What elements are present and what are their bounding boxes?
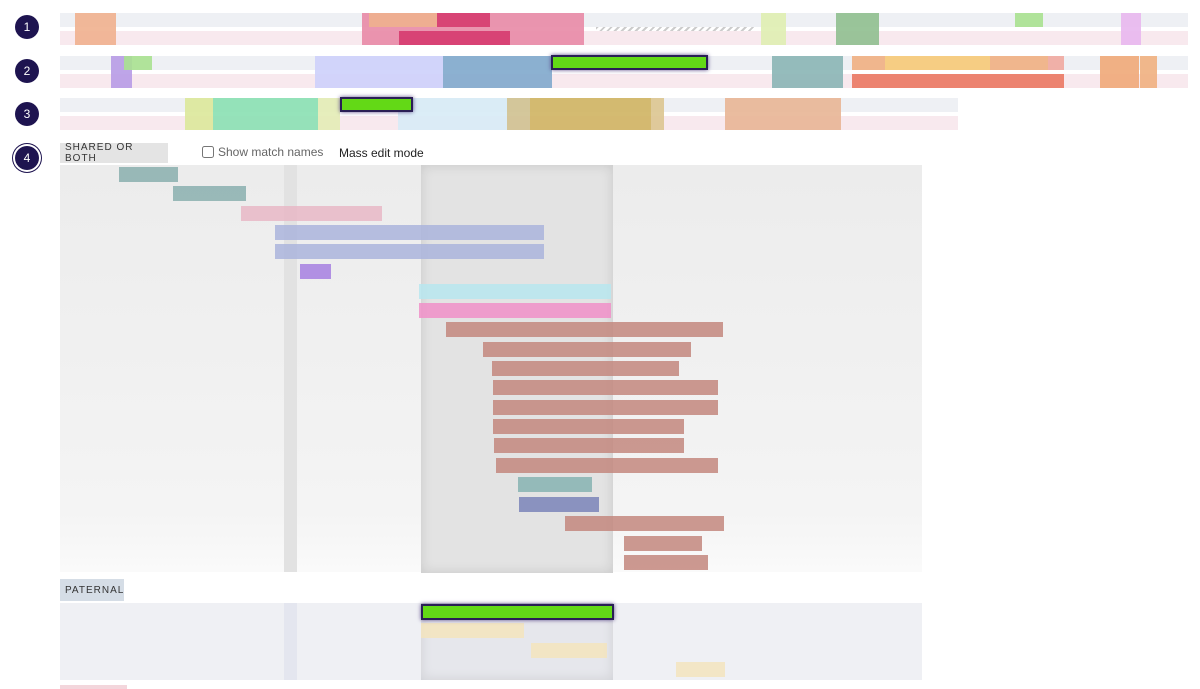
- chromosome-number-badge[interactable]: 3: [15, 102, 39, 126]
- chromosome-segment[interactable]: [530, 98, 651, 130]
- chromosome-segment[interactable]: [772, 56, 843, 88]
- match-segment[interactable]: [531, 643, 607, 658]
- centromere-band: [284, 165, 297, 572]
- match-segment[interactable]: [173, 186, 246, 201]
- hatched-region: [596, 27, 755, 31]
- maternal-label: [60, 685, 127, 689]
- chromosome-segment[interactable]: [213, 98, 318, 130]
- chromosome-segment[interactable]: [761, 13, 786, 45]
- match-segment[interactable]: [421, 623, 524, 638]
- paternal-centromere: [284, 603, 297, 680]
- match-segment[interactable]: [624, 536, 702, 551]
- selected-segment-marker[interactable]: [551, 55, 708, 70]
- match-segment[interactable]: [483, 342, 691, 357]
- match-segment[interactable]: [419, 303, 611, 318]
- match-segment[interactable]: [300, 264, 331, 279]
- paternal-strip: [60, 13, 1188, 27]
- chromosome-number-badge[interactable]: 4: [15, 146, 39, 170]
- selected-segment-marker[interactable]: [340, 97, 413, 112]
- chromosome-segment[interactable]: [1100, 56, 1139, 88]
- chromosome-segment[interactable]: [124, 56, 152, 70]
- chromosome-segment[interactable]: [1121, 13, 1141, 45]
- match-segment[interactable]: [119, 167, 178, 182]
- chromosome-segment[interactable]: [315, 56, 443, 88]
- match-segment[interactable]: [493, 419, 684, 434]
- chromosome-segment[interactable]: [1048, 56, 1064, 70]
- match-segment[interactable]: [565, 516, 724, 531]
- show-match-names-checkbox[interactable]: [202, 146, 214, 158]
- shared-or-both-label: SHARED OR BOTH: [60, 142, 168, 164]
- chromosome-segment[interactable]: [885, 56, 990, 70]
- chromosome-segment[interactable]: [75, 13, 116, 45]
- paternal-label: PATERNAL: [60, 579, 124, 601]
- show-match-names-label: Show match names: [218, 145, 324, 159]
- chromosome-segment[interactable]: [443, 56, 552, 88]
- chromosome-number-badge[interactable]: 1: [15, 15, 39, 39]
- chromosome-segment[interactable]: [398, 98, 507, 130]
- chromosome-segment[interactable]: [399, 31, 510, 45]
- chromosome-segment[interactable]: [437, 13, 490, 27]
- chromosome-segment[interactable]: [1015, 13, 1043, 27]
- maternal-strip: [60, 31, 1188, 45]
- match-segment[interactable]: [446, 322, 723, 337]
- match-segment[interactable]: [492, 361, 679, 376]
- match-segment[interactable]: [275, 225, 544, 240]
- chromosome-segment[interactable]: [852, 74, 1064, 88]
- chromosome-segment[interactable]: [185, 98, 213, 130]
- match-segment[interactable]: [676, 662, 725, 677]
- chromosome-segment[interactable]: [1140, 56, 1157, 88]
- match-segment[interactable]: [493, 380, 718, 395]
- chromosome-number-badge[interactable]: 2: [15, 59, 39, 83]
- match-segment[interactable]: [493, 400, 718, 415]
- selected-segment-marker[interactable]: [421, 604, 614, 620]
- chromosome-segment[interactable]: [651, 98, 664, 130]
- match-segment[interactable]: [241, 206, 382, 221]
- match-segment[interactable]: [419, 284, 611, 299]
- mass-edit-mode-link[interactable]: Mass edit mode: [339, 146, 424, 160]
- chromosome-segment[interactable]: [725, 98, 841, 130]
- chromosome-segment[interactable]: [507, 98, 530, 130]
- chromosome-segment[interactable]: [369, 13, 437, 27]
- match-segment[interactable]: [275, 244, 544, 259]
- match-segment[interactable]: [496, 458, 718, 473]
- match-segment[interactable]: [519, 497, 599, 512]
- chromosome-segment[interactable]: [318, 98, 340, 130]
- match-segment[interactable]: [624, 555, 708, 570]
- chromosome-segment[interactable]: [836, 13, 879, 45]
- show-match-names-toggle[interactable]: Show match names: [202, 145, 323, 159]
- match-segment[interactable]: [518, 477, 592, 492]
- match-segment[interactable]: [494, 438, 684, 453]
